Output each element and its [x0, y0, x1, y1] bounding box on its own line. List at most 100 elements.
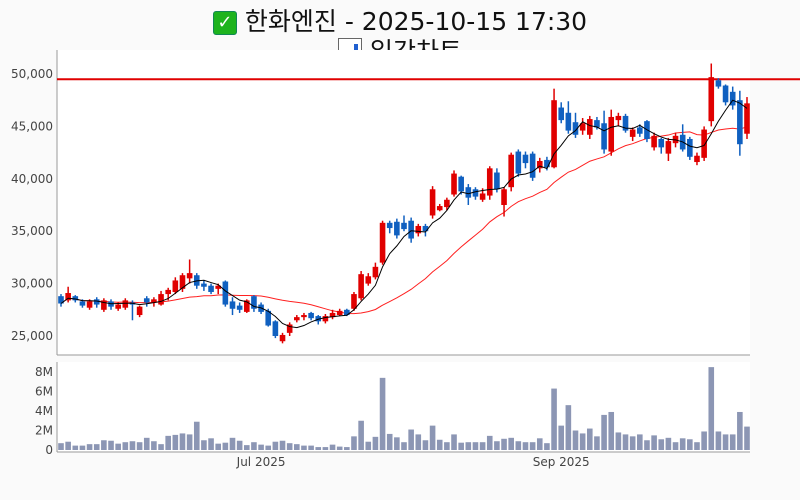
volume-bar — [301, 445, 307, 450]
candle — [472, 187, 479, 200]
volume-bar — [186, 434, 193, 450]
volume-bar — [179, 433, 186, 450]
candle-body — [308, 312, 314, 319]
candle-body — [586, 119, 593, 135]
candle — [436, 203, 443, 212]
volume-bar — [372, 436, 379, 450]
candle-body — [358, 274, 364, 299]
volume-bar — [644, 440, 650, 450]
volume-bar — [465, 442, 472, 450]
candle — [429, 186, 436, 219]
candle — [322, 313, 329, 324]
candle — [336, 308, 343, 317]
candle-body — [458, 176, 464, 192]
candle — [158, 290, 164, 306]
candle-body — [179, 275, 186, 289]
candle — [401, 215, 407, 232]
candle-body — [429, 189, 436, 216]
candle-body — [436, 206, 443, 211]
candle — [101, 298, 107, 312]
candle — [422, 223, 429, 237]
candle — [451, 170, 457, 197]
candle — [744, 97, 750, 139]
volume-tick-label: 2M — [35, 424, 53, 438]
volume-bar — [279, 440, 286, 450]
candle — [151, 297, 157, 307]
candle-body — [494, 172, 500, 190]
candle — [386, 220, 393, 234]
candle-body — [637, 127, 643, 134]
candle — [529, 151, 536, 181]
ma5-line — [60, 99, 748, 329]
candle-body — [408, 220, 414, 239]
price-tick-label: 45,000 — [11, 119, 53, 133]
price-tick-label: 25,000 — [11, 329, 53, 343]
candle — [622, 113, 629, 133]
volume-bar — [608, 411, 615, 450]
candle-body — [229, 301, 236, 309]
x-tick-label: Jul 2025 — [236, 455, 286, 469]
volume-bar — [365, 441, 372, 450]
volume-bar — [336, 446, 343, 450]
volume-bar — [294, 444, 300, 450]
volume-bar — [251, 442, 257, 450]
volume-bar — [394, 437, 400, 450]
candle-body — [515, 151, 522, 174]
price-panel — [57, 50, 750, 355]
candle — [687, 136, 693, 160]
candle — [172, 277, 179, 295]
volume-bar — [129, 441, 136, 450]
candle-body — [708, 77, 715, 122]
candle — [365, 273, 372, 286]
candle — [658, 137, 665, 154]
volume-bar — [115, 443, 121, 450]
volume-bar — [379, 377, 386, 450]
candle-body — [72, 296, 79, 301]
candle-body — [122, 300, 129, 308]
candle — [729, 86, 736, 110]
volume-bar — [579, 433, 586, 450]
candle — [301, 312, 307, 321]
candle — [608, 109, 615, 156]
volume-bar — [687, 439, 693, 450]
candle-body — [594, 120, 600, 128]
candle-body — [572, 122, 579, 135]
candle — [586, 115, 593, 139]
volume-bar — [708, 367, 715, 450]
candle-body — [222, 281, 229, 305]
volume-bar — [479, 442, 486, 450]
candle — [615, 112, 622, 127]
candle-body — [136, 306, 143, 316]
candle-body — [479, 193, 486, 200]
volume-bar — [72, 445, 79, 450]
volume-bar — [558, 425, 565, 450]
candle-body — [615, 115, 622, 121]
volume-bar — [408, 429, 414, 450]
price-tick-label: 40,000 — [11, 172, 53, 186]
candle-body — [394, 221, 400, 236]
volume-bar — [401, 442, 407, 450]
volume-bar — [286, 443, 293, 450]
volume-bar — [422, 440, 429, 450]
candle — [501, 187, 507, 217]
candle — [251, 295, 257, 312]
candle-body — [79, 301, 86, 306]
candle-body — [415, 225, 422, 234]
candle — [651, 132, 657, 151]
candle-body — [715, 80, 722, 87]
candle-body — [315, 316, 322, 322]
volume-bar — [193, 421, 200, 450]
price-tick-label: 30,000 — [11, 277, 53, 291]
candle-body — [401, 222, 407, 230]
candle — [572, 112, 579, 138]
candle-body — [58, 296, 64, 304]
candle-body — [301, 315, 307, 318]
candle-body — [665, 141, 672, 154]
candle-body — [622, 115, 629, 131]
candle — [279, 332, 286, 344]
candle-body — [465, 187, 472, 198]
candle-body — [422, 225, 429, 232]
candle — [601, 110, 607, 154]
candle — [136, 305, 143, 318]
